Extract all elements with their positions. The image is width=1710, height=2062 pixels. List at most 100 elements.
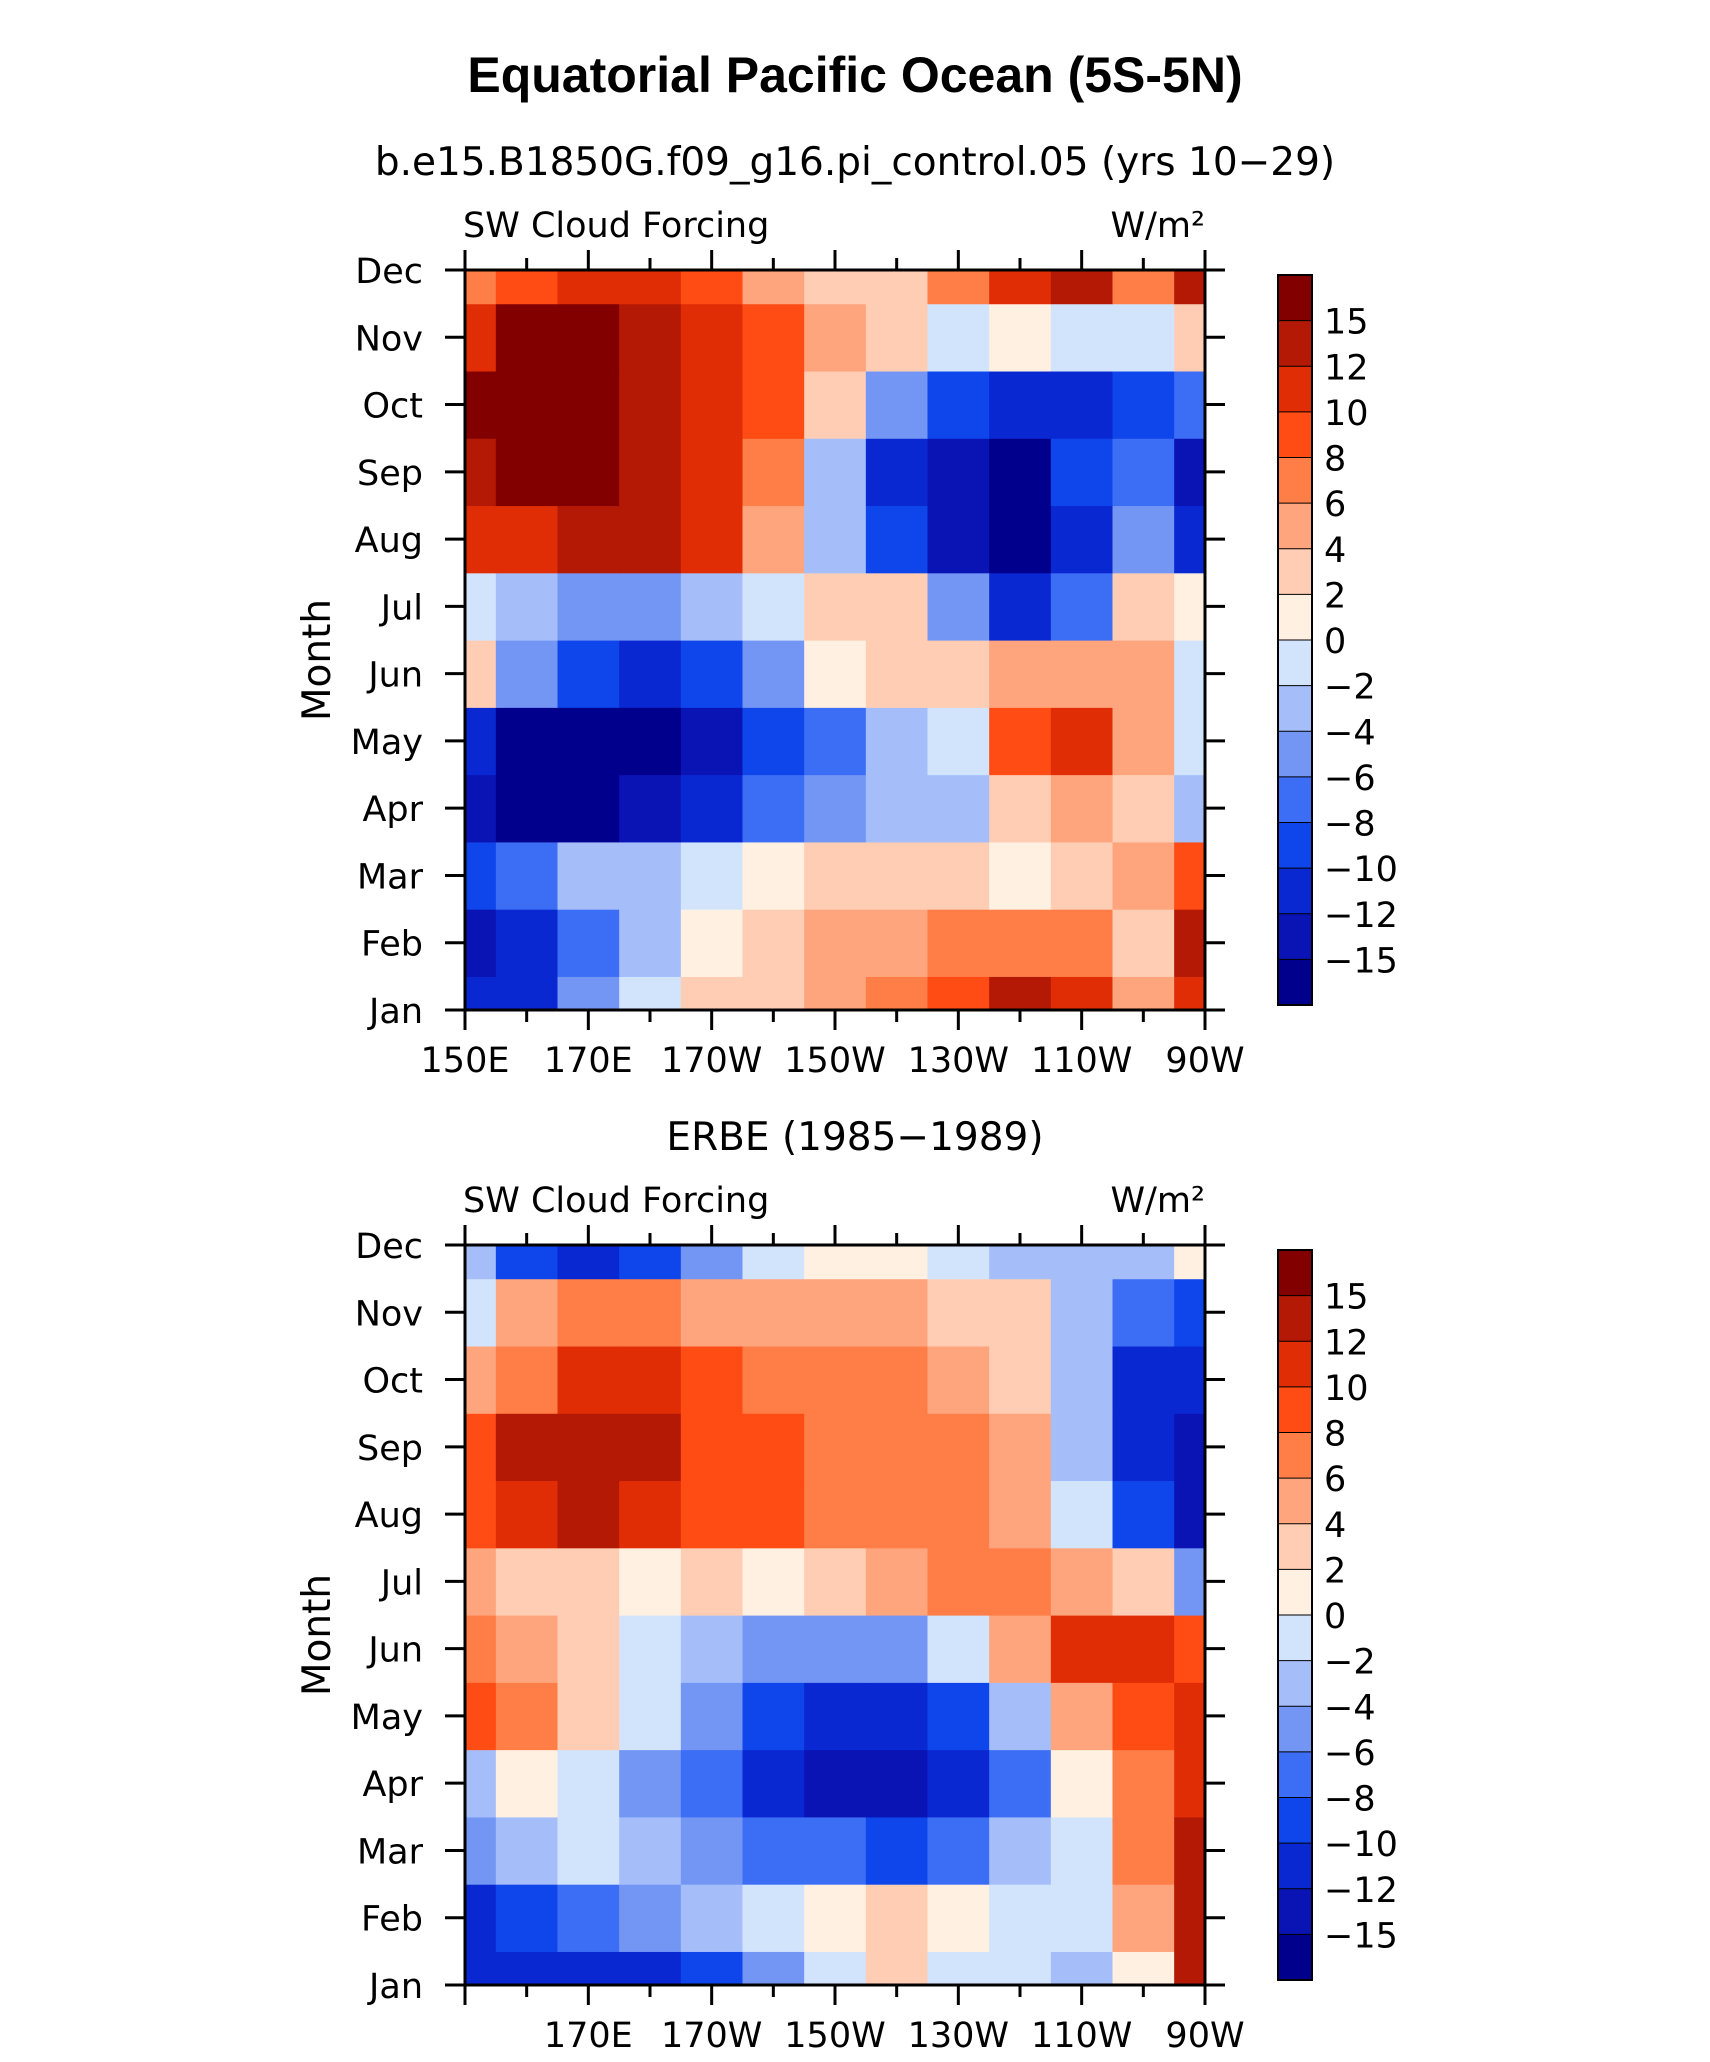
heatmap-cell <box>742 909 805 977</box>
heatmap-cell <box>557 572 620 641</box>
heatmap-cell <box>1112 1749 1175 1818</box>
heatmap-cell <box>865 1245 929 1280</box>
heatmap-cell <box>557 370 620 439</box>
x-tick-label: 150W <box>784 1041 885 1081</box>
heatmap-cell <box>495 1951 559 1985</box>
colorbar-swatch <box>1277 685 1313 733</box>
heatmap-cell <box>865 707 929 776</box>
heatmap-cell <box>1174 841 1205 910</box>
y-tick-label: Jan <box>367 1967 423 2007</box>
heatmap-cell <box>989 438 1052 507</box>
heatmap-cell <box>1174 438 1205 507</box>
heatmap-cell <box>619 1278 682 1347</box>
x-tick-label: 110W <box>1031 1041 1132 1081</box>
colorbar-swatch <box>1277 1295 1313 1343</box>
colorbar-swatch <box>1277 411 1313 459</box>
colorbar-swatch <box>1277 548 1313 596</box>
heatmap-cell <box>1112 370 1175 439</box>
heatmap-cell <box>1174 1413 1205 1482</box>
y-tick-label: Jun <box>366 1631 423 1671</box>
heatmap-cell <box>680 774 744 843</box>
heatmap-cell <box>557 1245 620 1280</box>
colorbar-swatch <box>1277 1660 1313 1708</box>
heatmap-cell <box>804 1413 867 1482</box>
colorbar: 15 12 10 8 6 4 2 0 −2 −4 −6 −8 −10 −12 −15 <box>1277 274 1398 1006</box>
heatmap-cell <box>619 1749 682 1818</box>
heatmap-cell <box>619 774 682 843</box>
heatmap-cell <box>1050 270 1114 305</box>
heatmap-cell <box>680 438 744 507</box>
heatmap-cell <box>927 841 990 910</box>
heatmap-cell <box>557 438 620 507</box>
heatmap-cell <box>804 1615 867 1683</box>
heatmap-cell <box>557 1682 620 1751</box>
heatmap-cell <box>927 1951 990 1985</box>
y-tick-label: Jul <box>379 588 423 628</box>
y-tick-label: Apr <box>362 1765 423 1805</box>
colorbar-label: −4 <box>1324 713 1376 753</box>
heatmap-cell <box>619 976 682 1010</box>
y-tick-label: Sep <box>357 1429 423 1469</box>
colorbar-swatch <box>1277 502 1313 550</box>
heatmap-cell <box>1174 1884 1205 1952</box>
heatmap-cell <box>804 1547 867 1616</box>
y-tick-label: Aug <box>355 521 423 561</box>
heatmap-cell <box>742 707 805 776</box>
heatmap-cell <box>619 505 682 574</box>
colorbar-label: −2 <box>1324 1643 1376 1683</box>
y-tick-labels: Jan Feb Mar Apr May Jun Jul Aug Sep Oct Nov Dec <box>351 1227 424 2007</box>
y-tick-label: Feb <box>361 925 423 965</box>
heatmap-cell <box>1112 841 1175 910</box>
heatmap-cell <box>1112 909 1175 977</box>
heatmap-cell <box>1050 841 1114 910</box>
heatmap-cell <box>742 438 805 507</box>
heatmap-cell <box>465 1345 497 1414</box>
heatmap-cell <box>1112 1278 1175 1347</box>
colorbar-label: 0 <box>1324 1597 1346 1637</box>
colorbar-label: 6 <box>1324 485 1346 525</box>
heatmap-cell <box>1050 438 1114 507</box>
heatmap-cell <box>1050 707 1114 776</box>
heatmap-cell <box>742 1682 805 1751</box>
heatmap-cell <box>680 572 744 641</box>
figure-title: Equatorial Pacific Ocean (5S-5N) <box>467 47 1242 103</box>
heatmap-cell <box>989 1682 1052 1751</box>
heatmap-cell <box>1050 505 1114 574</box>
heatmap-cell <box>1112 1413 1175 1482</box>
x-tick-label: 170W <box>661 1041 762 1081</box>
heatmap-cell <box>1174 976 1205 1010</box>
heatmap-cell <box>557 1278 620 1347</box>
heatmap-cell <box>1174 1278 1205 1347</box>
heatmap-cell <box>742 1345 805 1414</box>
heatmap-cell <box>495 976 559 1010</box>
colorbar-label: −15 <box>1324 941 1398 981</box>
heatmap-cell <box>927 1615 990 1683</box>
heatmap-cell <box>465 976 497 1010</box>
heatmap-cell <box>619 1816 682 1885</box>
heatmap-cell <box>1050 1245 1114 1280</box>
heatmap-cell <box>804 270 867 305</box>
heatmap-cell <box>1050 1816 1114 1885</box>
heatmap-cell <box>680 1951 744 1985</box>
heatmap-cell <box>927 1278 990 1347</box>
heatmap-cell <box>557 1884 620 1952</box>
heatmap-cell <box>619 1245 682 1280</box>
heatmap-cell <box>557 1547 620 1616</box>
heatmap-cell <box>465 303 497 372</box>
heatmap-cell <box>557 1749 620 1818</box>
heatmap-cell <box>865 1480 929 1549</box>
heatmap-cell <box>557 270 620 305</box>
heatmap-cell <box>465 841 497 910</box>
heatmap-cell <box>619 1615 682 1683</box>
heatmap-cell <box>680 1480 744 1549</box>
heatmap-cell <box>804 1345 867 1414</box>
heatmap-cell <box>804 303 867 372</box>
heatmap-cell <box>1050 303 1114 372</box>
heatmap-cell <box>742 370 805 439</box>
y-tick-label: Mar <box>357 857 424 897</box>
y-tick-label: Nov <box>355 1294 423 1334</box>
heatmap-cell <box>465 1278 497 1347</box>
x-tick-label: 130W <box>908 2016 1009 2056</box>
heatmap-cell <box>989 909 1052 977</box>
heatmap-cell <box>927 370 990 439</box>
